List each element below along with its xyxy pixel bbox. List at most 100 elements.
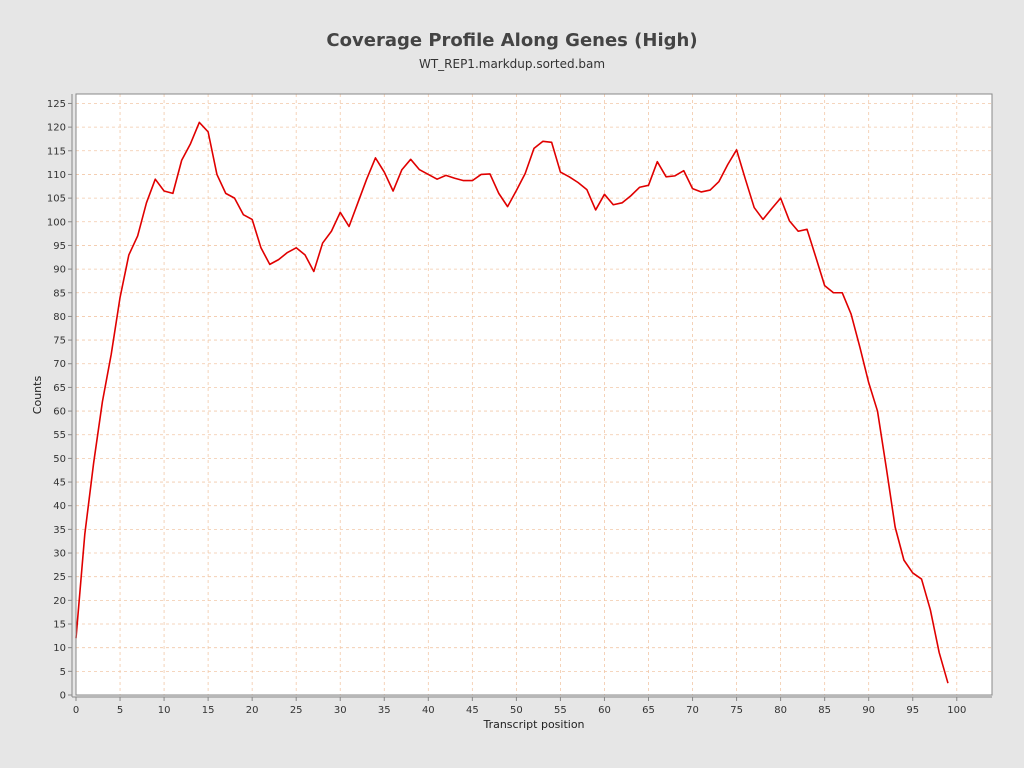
data-point [304,254,306,256]
data-point [912,572,914,574]
chart-title: Coverage Profile Along Genes (High) [326,30,698,51]
data-point [375,157,377,159]
y-tick-label: 50 [53,454,66,465]
data-point [577,182,579,184]
data-point [207,131,209,133]
data-point [604,194,606,196]
x-axis-label: Transcript position [482,718,584,731]
y-tick-label: 80 [53,312,66,323]
gridlines [75,94,992,696]
data-point [154,178,156,180]
y-axis-ticks: 0 5 10 15 20 25 30 35 40 45 50 55 60 65 70 75 80 85 90 95 10… [47,99,72,702]
data-point [383,171,385,173]
data-point [331,230,333,232]
data-point [480,174,482,176]
y-tick-label: 40 [53,501,66,512]
data-point [163,190,165,192]
data-point [498,193,500,195]
series-layer [75,121,949,684]
data-point [868,382,870,384]
y-tick-label: 0 [60,691,66,702]
data-point [815,256,817,258]
data-point [692,188,694,190]
x-tick-label: 80 [774,705,787,716]
x-tick-label: 0 [73,705,79,716]
y-tick-label: 15 [53,620,66,631]
x-tick-label: 15 [202,705,215,716]
data-point [780,197,782,199]
x-tick-label: 95 [906,705,919,716]
data-point [833,292,835,294]
data-point [745,178,747,180]
x-tick-label: 55 [554,705,567,716]
y-tick-label: 10 [53,643,66,654]
data-point [190,143,192,145]
data-point [172,193,174,195]
y-tick-label: 85 [53,288,66,299]
data-point [216,174,218,176]
x-tick-label: 30 [334,705,347,716]
data-point [348,226,350,228]
data-point [683,170,685,172]
data-point [181,159,183,161]
data-point [930,609,932,611]
data-point [727,164,729,166]
data-point [84,533,86,535]
data-point [674,175,676,177]
x-tick-label: 20 [246,705,259,716]
y-tick-label: 5 [60,667,66,678]
x-tick-label: 35 [378,705,391,716]
data-point [260,247,262,249]
y-tick-label: 20 [53,596,66,607]
data-point [586,189,588,191]
data-point [886,467,888,469]
data-point [93,462,95,464]
data-point [709,189,711,191]
plot-area [76,94,992,695]
y-tick-label: 100 [47,217,66,228]
y-tick-label: 60 [53,407,66,418]
y-tick-label: 35 [53,525,66,536]
data-point [445,175,447,177]
data-point [806,229,808,231]
y-tick-label: 95 [53,241,66,252]
y-tick-label: 90 [53,265,66,276]
x-tick-label: 65 [642,705,655,716]
data-point [894,526,896,528]
x-tick-label: 40 [422,705,435,716]
x-tick-label: 45 [466,705,479,716]
x-tick-label: 90 [862,705,875,716]
data-point [797,230,799,232]
data-point [410,159,412,161]
x-tick-label: 85 [818,705,831,716]
x-axis-ticks: 0 5 10 15 20 25 30 35 40 45 50 55 60 65 70 75 80 85 90 95 10… [73,697,966,716]
data-point [621,202,623,204]
series-line [75,121,949,684]
data-point [560,171,562,173]
data-point [234,197,236,199]
data-point [472,180,474,182]
data-point [366,178,368,180]
data-point [824,285,826,287]
data-point [401,169,403,171]
y-tick-label: 105 [47,194,66,205]
data-point [921,578,923,580]
data-point [516,190,518,192]
x-tick-label: 5 [117,705,123,716]
data-point [269,264,271,266]
y-axis-label: Counts [31,376,44,415]
x-tick-label: 100 [947,705,966,716]
data-point [507,206,509,208]
data-point [419,169,421,171]
data-point [859,346,861,348]
data-point [146,202,148,204]
data-point [648,185,650,187]
data-point [102,401,104,403]
y-tick-label: 30 [53,549,66,560]
x-tick-label: 10 [158,705,171,716]
data-point [199,122,201,124]
y-tick-label: 125 [47,99,66,110]
data-point [287,252,289,254]
data-point [322,242,324,244]
chart-subtitle: WT_REP1.markdup.sorted.bam [418,57,606,71]
